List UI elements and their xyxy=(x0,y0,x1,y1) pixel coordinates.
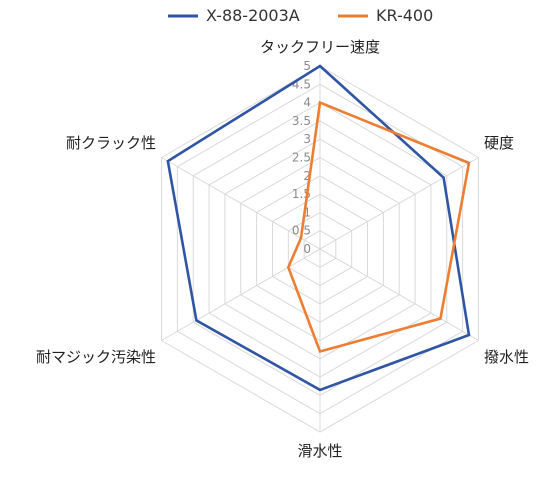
series-polygon-x-88-2003a xyxy=(166,64,471,392)
tick-label: 4 xyxy=(303,96,311,110)
tick-label: 0 xyxy=(303,242,311,256)
axis-spoke xyxy=(319,157,479,250)
axis-label: 撥水性 xyxy=(484,348,529,366)
series-polygon-kr-400 xyxy=(286,100,471,354)
axis-label: タックフリー速度 xyxy=(260,38,380,56)
tick-label: 3.5 xyxy=(292,114,311,128)
tick-label: 2.5 xyxy=(292,151,311,165)
axis-spoke xyxy=(161,157,321,250)
tick-label: 5 xyxy=(303,59,311,73)
axis-spoke xyxy=(161,248,321,341)
series-layer xyxy=(166,64,471,392)
legend: X-88-2003A KR-400 xyxy=(168,6,433,25)
axis-label: 耐クラック性 xyxy=(66,134,156,152)
radar-spokes xyxy=(161,66,479,432)
axis-label: 滑水性 xyxy=(297,442,342,460)
legend-label: X-88-2003A xyxy=(206,6,300,25)
axis-spoke xyxy=(319,248,479,341)
tick-label: 4.5 xyxy=(292,77,311,91)
tick-label: 2 xyxy=(303,169,311,183)
tick-label: 3 xyxy=(303,132,311,146)
axis-label: 耐マジック汚染性 xyxy=(36,348,156,366)
axis-label: 硬度 xyxy=(484,134,514,152)
legend-label: KR-400 xyxy=(376,6,433,25)
tick-label: 1 xyxy=(303,205,311,219)
